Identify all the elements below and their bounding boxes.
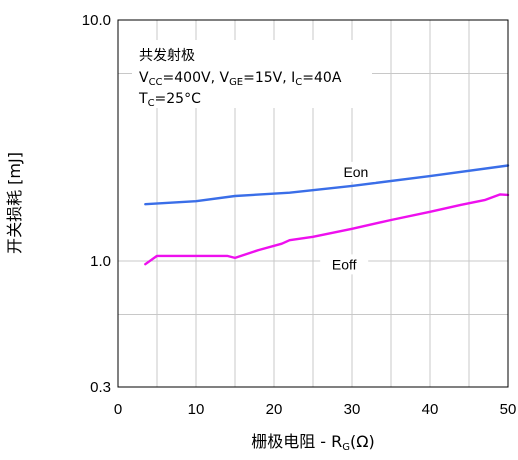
x-tick-label: 40 <box>422 401 439 418</box>
series-label-eoff: Eoff <box>332 256 357 272</box>
y-tick-label: 0.3 <box>90 379 111 396</box>
subscript-text: CC <box>149 77 163 88</box>
series-line-eoff <box>144 193 510 266</box>
annotation-text: =25°C <box>155 91 202 107</box>
x-tick-label: 0 <box>114 401 122 418</box>
series-line-eon <box>144 164 510 206</box>
annotation-text: V <box>139 70 149 86</box>
subscript-text: C <box>295 77 302 88</box>
annotation-background <box>132 40 372 108</box>
annotation-line-1: 共发射极 <box>139 48 195 64</box>
x-tick-labels: 0 10 20 30 40 50 <box>114 401 517 418</box>
test-conditions-annotation: 共发射极 VCC=400V, VGE=15V, IC=40A TC=25°C <box>132 40 372 109</box>
y-tick-labels: 10.0 1.0 0.3 <box>82 12 111 396</box>
subscript-text: G <box>342 442 350 453</box>
x-axis-label: 栅极电阻 - RG(Ω) <box>251 432 375 453</box>
x-tick-label: 50 <box>500 401 517 418</box>
y-tick-label: 1.0 <box>90 253 111 270</box>
series-label-background <box>336 161 376 182</box>
x-tick-label: 20 <box>266 401 283 418</box>
series-label-eon: Eon <box>343 164 368 180</box>
series-labels: Eon Eoff <box>320 161 376 275</box>
annotation-text: =15V, I <box>243 70 295 86</box>
annotation-text: T <box>138 91 148 107</box>
x-tick-label: 10 <box>188 401 205 418</box>
y-tick-label: 10.0 <box>82 12 111 29</box>
annotation-line-2: VCC=400V, VGE=15V, IC=40A <box>139 70 342 88</box>
annotation-text: 栅极电阻 - R <box>251 432 342 451</box>
annotation-text: (Ω) <box>350 432 375 451</box>
series-label-background <box>320 254 369 275</box>
x-tick-label: 30 <box>344 401 361 418</box>
subscript-text: GE <box>229 77 243 88</box>
y-axis-label: 开关损耗 [mJ] <box>5 152 24 254</box>
subscript-text: C <box>148 98 155 109</box>
annotation-text: =40A <box>302 70 342 86</box>
plot-area-frame <box>117 19 509 388</box>
annotation-line-3: TC=25°C <box>138 91 201 109</box>
plot-series <box>144 164 510 266</box>
annotation-text: =400V, V <box>163 70 230 86</box>
